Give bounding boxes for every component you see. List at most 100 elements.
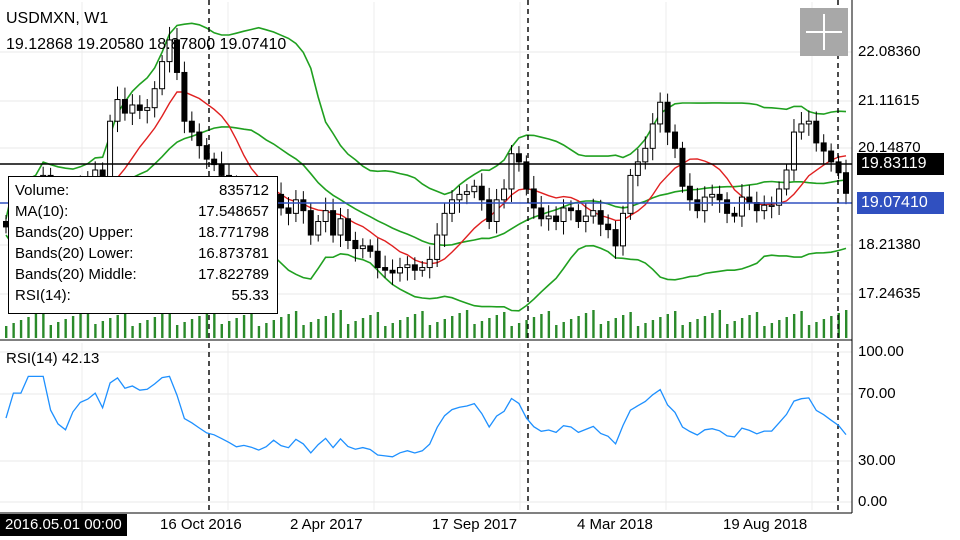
volume-bar [138, 323, 142, 338]
volume-bar [644, 323, 647, 338]
volume-bar [748, 315, 751, 338]
volume-bar [718, 310, 722, 338]
volume-bar [569, 319, 573, 338]
volume-bar [845, 310, 848, 338]
rsi-tick: 100.00 [858, 343, 904, 360]
candle-body [419, 267, 426, 271]
candle-body [828, 150, 835, 163]
candle-body [478, 185, 485, 201]
candle-body [374, 250, 381, 269]
volume-bar [510, 326, 513, 338]
volume-bar [302, 325, 305, 338]
candle-body [753, 202, 760, 212]
volume-bar [800, 311, 803, 338]
volume-bar [354, 321, 357, 338]
volume-bar [540, 314, 543, 338]
rsi-tick: 70.00 [858, 385, 896, 402]
candle-body [501, 188, 508, 201]
candle-body [426, 258, 433, 269]
volume-bar [346, 324, 350, 338]
candle-body [463, 191, 470, 195]
volume-bar [309, 322, 313, 338]
data-row-ma: MA(10): 17.548657 [15, 202, 269, 222]
data-value: 18.771798 [198, 224, 269, 241]
volume-bar [503, 312, 506, 338]
candle-body [129, 104, 136, 114]
data-row-bands-middle: Bands(20) Middle: 17.822789 [15, 265, 269, 285]
volume-bar [250, 312, 253, 338]
data-label: Bands(20) Lower: [15, 245, 134, 262]
candle-body [790, 131, 797, 171]
volume-bar [577, 316, 580, 338]
candle-body [538, 207, 545, 220]
volume-bar [123, 312, 127, 338]
volume-bar [755, 312, 759, 338]
volume-bar [183, 322, 186, 338]
data-value: 17.822789 [198, 266, 269, 283]
volume-bar [517, 323, 521, 338]
volume-bar [792, 314, 796, 338]
volume-bar [770, 323, 774, 338]
time-tick: 16 Oct 2016 [160, 516, 242, 533]
volume-bar [421, 311, 424, 338]
horizontal-line-price-tag: 19.83119 [857, 153, 944, 175]
rsi-line [5, 375, 847, 458]
crosshair-date-label: 2016.05.01 00:00 [0, 514, 127, 536]
volume-bar [64, 319, 67, 338]
volume-bar [27, 317, 30, 338]
volume-bar [607, 321, 610, 338]
volume-bar [599, 324, 603, 338]
candle-body [694, 199, 701, 212]
candle-body [738, 196, 745, 217]
volume-bar [12, 323, 15, 338]
symbol-title: USDMXN, W1 [6, 10, 109, 27]
bollinger-upper-line [5, 22, 847, 219]
volume-bar [488, 318, 491, 338]
volume-bar [584, 313, 588, 338]
rsi-tick: 30.00 [858, 452, 896, 469]
volume-bar [428, 325, 432, 338]
volume-bar [228, 321, 231, 338]
candle-body [619, 212, 626, 247]
candle-body [330, 210, 337, 236]
volume-bar [621, 315, 625, 338]
data-row-rsi: RSI(14): 55.33 [15, 286, 269, 306]
volume-bar [49, 325, 53, 338]
volume-bar [763, 326, 766, 338]
candle-body [203, 145, 210, 160]
candle-body [493, 199, 500, 222]
data-value: 835712 [218, 182, 269, 199]
volume-bar [34, 314, 38, 338]
volume-bar [473, 324, 476, 338]
rsi-title: RSI(14) 42.13 [6, 350, 100, 367]
candle-body [166, 39, 173, 63]
candle-body [657, 101, 664, 125]
candle-body [672, 131, 679, 149]
candle-body [307, 210, 314, 236]
volume-bar [436, 322, 439, 338]
volume-bar [198, 316, 201, 338]
candle-body [404, 264, 411, 269]
volume-bar [109, 318, 112, 338]
volume-bar [317, 319, 320, 338]
volume-bar [242, 315, 246, 338]
crosshair-button[interactable] [800, 8, 848, 56]
candle-body [367, 245, 374, 252]
candle-body [575, 210, 582, 222]
volume-bar [398, 320, 402, 338]
volume-bar [294, 311, 298, 338]
candle-body [396, 267, 403, 274]
volume-bar [57, 322, 60, 338]
volume-bar [19, 320, 23, 338]
candle-body [679, 147, 686, 187]
volume-bar [406, 317, 409, 338]
volume-histogram [5, 310, 848, 338]
candle-body [315, 220, 322, 236]
ma-line [5, 91, 847, 265]
candle-body [173, 39, 180, 73]
candle-body [612, 229, 619, 247]
volume-bar [190, 319, 194, 338]
time-tick: 2 Apr 2017 [290, 516, 363, 533]
